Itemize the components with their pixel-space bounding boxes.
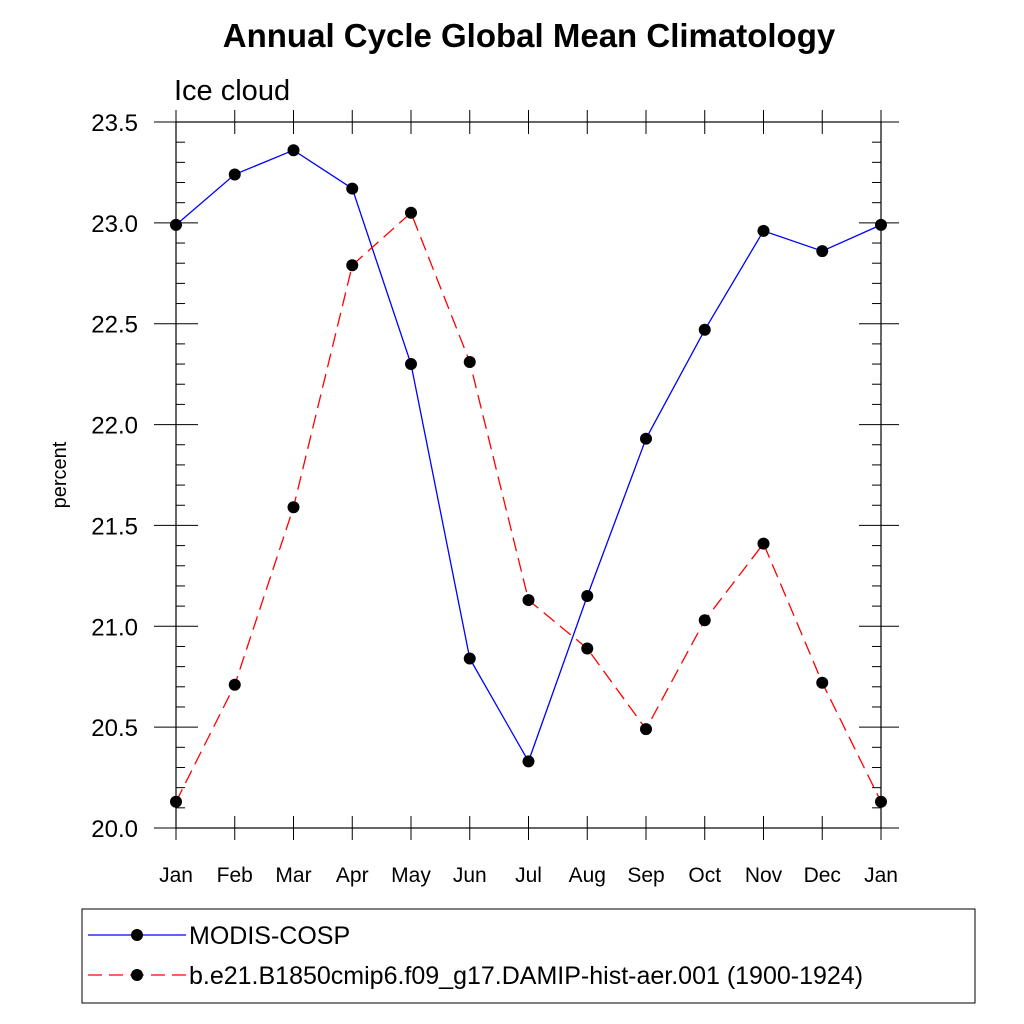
x-tick-label: Dec: [804, 864, 841, 887]
x-tick-label: Jan: [159, 864, 193, 887]
y-tick-label: 22.0: [91, 413, 138, 440]
data-point: [463, 356, 476, 369]
y-tick-label: 20.0: [91, 816, 138, 843]
data-point: [816, 245, 829, 258]
data-point: [463, 652, 476, 665]
data-point: [875, 218, 887, 231]
data-point: [228, 168, 241, 181]
data-point: [405, 358, 417, 371]
data-point: [757, 224, 770, 237]
data-point: [346, 182, 359, 195]
data-point: [581, 642, 594, 655]
legend: MODIS-COSP b.e21.B1850cmip6.f09_g17.DAMIP…: [81, 908, 976, 1004]
data-point: [698, 614, 711, 627]
data-point: [287, 501, 300, 514]
x-tick-label: Nov: [745, 864, 783, 887]
y-axis-label: percent: [49, 441, 71, 508]
x-tick-label: May: [391, 864, 431, 887]
chart-title: Annual Cycle Global Mean Climatology: [223, 17, 836, 54]
legend-label-1: MODIS-COSP: [189, 922, 350, 950]
x-tick-label: Mar: [275, 864, 311, 887]
data-point: [875, 795, 887, 808]
data-point: [287, 144, 300, 157]
series-line-2: [175, 211, 882, 803]
plot-frame: [175, 121, 882, 829]
x-tick-label: Oct: [688, 864, 721, 887]
x-tick-label: Aug: [569, 864, 606, 887]
data-point: [816, 676, 829, 689]
x-tick-label: Jul: [515, 864, 542, 887]
data-point: [757, 537, 770, 550]
x-tick-label: Apr: [336, 864, 369, 887]
legend-marker: [131, 969, 143, 981]
data-point: [522, 755, 535, 768]
data-point: [581, 590, 594, 603]
x-tick-label: Jan: [864, 864, 898, 887]
y-tick-label: 20.5: [91, 715, 138, 742]
legend-box: [81, 908, 976, 1004]
data-point: [640, 432, 652, 445]
y-tick-label: 22.5: [91, 312, 138, 339]
y-tick-label: 21.0: [91, 614, 138, 641]
data-point: [170, 218, 182, 231]
data-point: [698, 323, 711, 336]
chart-subtitle: Ice cloud: [174, 75, 290, 107]
y-tick-label: 23.5: [91, 110, 138, 137]
series-line-1: [175, 149, 882, 763]
data-point: [522, 594, 535, 607]
data-point: [170, 795, 182, 808]
x-tick-label: Feb: [217, 864, 253, 887]
data-point: [228, 678, 241, 691]
x-tick-label: Jun: [453, 864, 487, 887]
legend-label-2: b.e21.B1850cmip6.f09_g17.DAMIP-hist-aer.…: [189, 962, 863, 990]
plot-area: Jan Feb Mar Apr May Jun Jul Aug Sep Oct Nov Dec Jan 2…: [91, 110, 899, 887]
data-point: [405, 206, 417, 219]
x-tick-label: Sep: [627, 864, 664, 887]
y-tick-label: 23.0: [91, 211, 138, 238]
series-layer: [170, 144, 887, 808]
data-point: [346, 259, 359, 272]
y-tick-label: 21.5: [91, 513, 138, 540]
legend-marker: [131, 929, 143, 941]
data-point: [640, 723, 652, 736]
